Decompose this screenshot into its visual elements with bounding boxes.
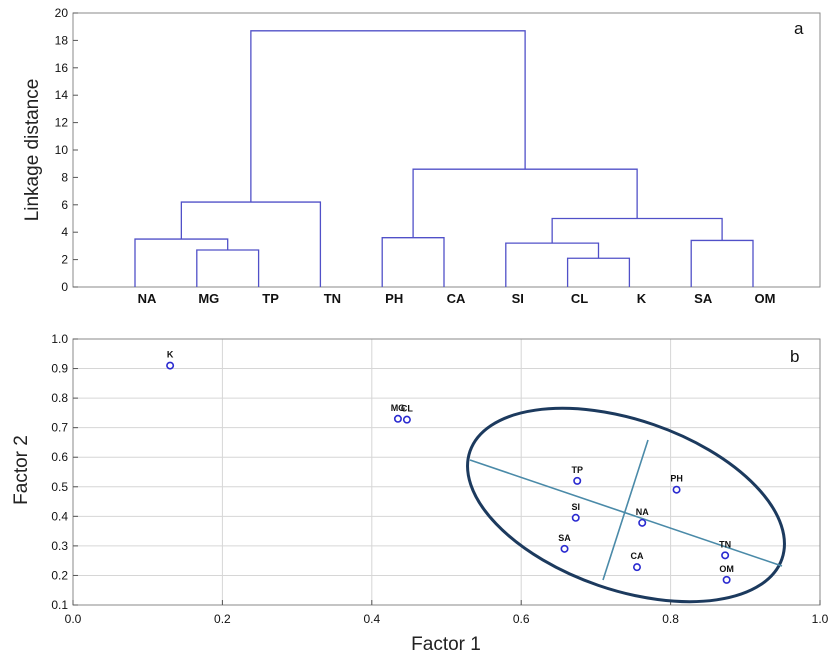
point-label-sa: SA bbox=[558, 533, 571, 543]
dendrogram-link-1 bbox=[196, 249, 260, 287]
leaf-label-ph: PH bbox=[385, 291, 403, 306]
dendrogram-link-0 bbox=[566, 257, 631, 287]
panel-label-b: b bbox=[790, 347, 799, 366]
leaf-label-mg: MG bbox=[198, 291, 219, 306]
y-tick-label: 0.5 bbox=[51, 480, 68, 494]
point-label-cl: CL bbox=[401, 404, 413, 414]
dendrogram-y-axis-label: Linkage distance bbox=[22, 79, 43, 222]
y-tick-label: 0.9 bbox=[51, 362, 68, 376]
dendrogram-link-3 bbox=[690, 239, 754, 287]
point-label-k: K bbox=[167, 350, 174, 360]
cluster-ellipse-outline bbox=[466, 406, 786, 604]
dendrogram-link-5 bbox=[381, 237, 445, 287]
dendrogram-leaf-labels: NA MG TP TN PH CA SI CL K SA OM bbox=[138, 291, 776, 306]
point-tp bbox=[573, 476, 582, 485]
point-ph bbox=[672, 485, 681, 494]
scatter-x-axis-label: Factor 1 bbox=[411, 634, 481, 655]
leaf-label-ca: CA bbox=[447, 291, 466, 306]
dendrogram-frame bbox=[72, 12, 821, 288]
point-cl bbox=[402, 415, 411, 424]
leaf-label-k: K bbox=[637, 291, 647, 306]
x-tick-label: 0.4 bbox=[363, 612, 380, 626]
y-tick-label: 1.0 bbox=[51, 332, 68, 346]
point-label-om: OM bbox=[719, 564, 734, 574]
point-sa bbox=[560, 544, 569, 553]
y-tick-label: 0.1 bbox=[51, 598, 68, 612]
x-tick-label: 0.2 bbox=[214, 612, 231, 626]
dendrogram-link-6 bbox=[551, 217, 723, 244]
dendrogram-link-8 bbox=[412, 168, 638, 238]
leaf-label-om: OM bbox=[755, 291, 776, 306]
y-tick-label: 0.7 bbox=[51, 421, 68, 435]
leaf-label-tp: TP bbox=[262, 291, 279, 306]
leaf-label-tn: TN bbox=[324, 291, 341, 306]
panel-label-a: a bbox=[794, 19, 804, 38]
point-label-mg: MG bbox=[391, 403, 406, 413]
y-tick-label: 16 bbox=[55, 61, 69, 75]
leaf-label-si: SI bbox=[512, 291, 524, 306]
leaf-label-na: NA bbox=[138, 291, 157, 306]
point-label-ca: CA bbox=[630, 551, 643, 561]
scatter-frame bbox=[72, 338, 821, 606]
point-label-na: NA bbox=[636, 507, 649, 517]
point-k bbox=[166, 361, 175, 370]
ellipse-major-axis bbox=[469, 459, 783, 567]
y-tick-label: 20 bbox=[55, 6, 69, 20]
y-tick-label: 0.2 bbox=[51, 568, 68, 582]
y-tick-label: 0.8 bbox=[51, 391, 68, 405]
dendrogram-y-ticks: 0 2 4 6 8 10 12 14 16 18 20 bbox=[55, 6, 78, 294]
y-tick-label: 0.6 bbox=[51, 450, 68, 464]
point-mg bbox=[393, 414, 402, 423]
dendrogram-link-9 bbox=[250, 30, 526, 203]
dendrogram-links bbox=[134, 30, 754, 287]
point-label-ph: PH bbox=[670, 474, 683, 484]
point-si bbox=[571, 513, 580, 522]
x-tick-label: 1.0 bbox=[812, 612, 829, 626]
y-tick-label: 12 bbox=[55, 116, 69, 130]
x-tick-label: 0.0 bbox=[65, 612, 82, 626]
point-na bbox=[638, 518, 647, 527]
cluster-ellipse bbox=[466, 406, 786, 604]
y-tick-label: 2 bbox=[61, 253, 68, 267]
ellipse-minor-axis bbox=[602, 439, 649, 581]
scatter-grid bbox=[72, 338, 821, 606]
scatter-y-axis-label: Factor 2 bbox=[11, 435, 32, 505]
point-label-tn: TN bbox=[719, 539, 731, 549]
dendrogram-link-7 bbox=[180, 201, 322, 287]
point-tn bbox=[721, 551, 730, 560]
scatter-ticks: 0.0 0.2 0.4 0.6 0.8 1.0 0.1 0.2 0.3 0.4 0.5 0.6 0.7 0… bbox=[51, 332, 828, 626]
scatter-panel: 0.0 0.2 0.4 0.6 0.8 1.0 0.1 0.2 0.3 0.4 0.5 0.6 0.7 0… bbox=[11, 332, 829, 655]
point-label-tp: TP bbox=[571, 465, 583, 475]
y-tick-label: 4 bbox=[61, 225, 68, 239]
point-ca bbox=[632, 563, 641, 572]
y-tick-label: 18 bbox=[55, 33, 69, 47]
dendrogram-link-2 bbox=[505, 242, 600, 287]
y-tick-label: 10 bbox=[55, 143, 69, 157]
y-tick-label: 0 bbox=[61, 280, 68, 294]
leaf-label-sa: SA bbox=[694, 291, 713, 306]
y-tick-label: 0.4 bbox=[51, 509, 68, 523]
y-tick-label: 14 bbox=[55, 88, 69, 102]
y-tick-label: 8 bbox=[61, 170, 68, 184]
y-tick-label: 6 bbox=[61, 198, 68, 212]
point-label-si: SI bbox=[571, 502, 580, 512]
x-tick-label: 0.6 bbox=[513, 612, 530, 626]
x-tick-label: 0.8 bbox=[662, 612, 679, 626]
y-tick-label: 0.3 bbox=[51, 539, 68, 553]
point-om bbox=[722, 575, 731, 584]
dendrogram-link-4 bbox=[134, 238, 229, 287]
leaf-label-cl: CL bbox=[571, 291, 588, 306]
